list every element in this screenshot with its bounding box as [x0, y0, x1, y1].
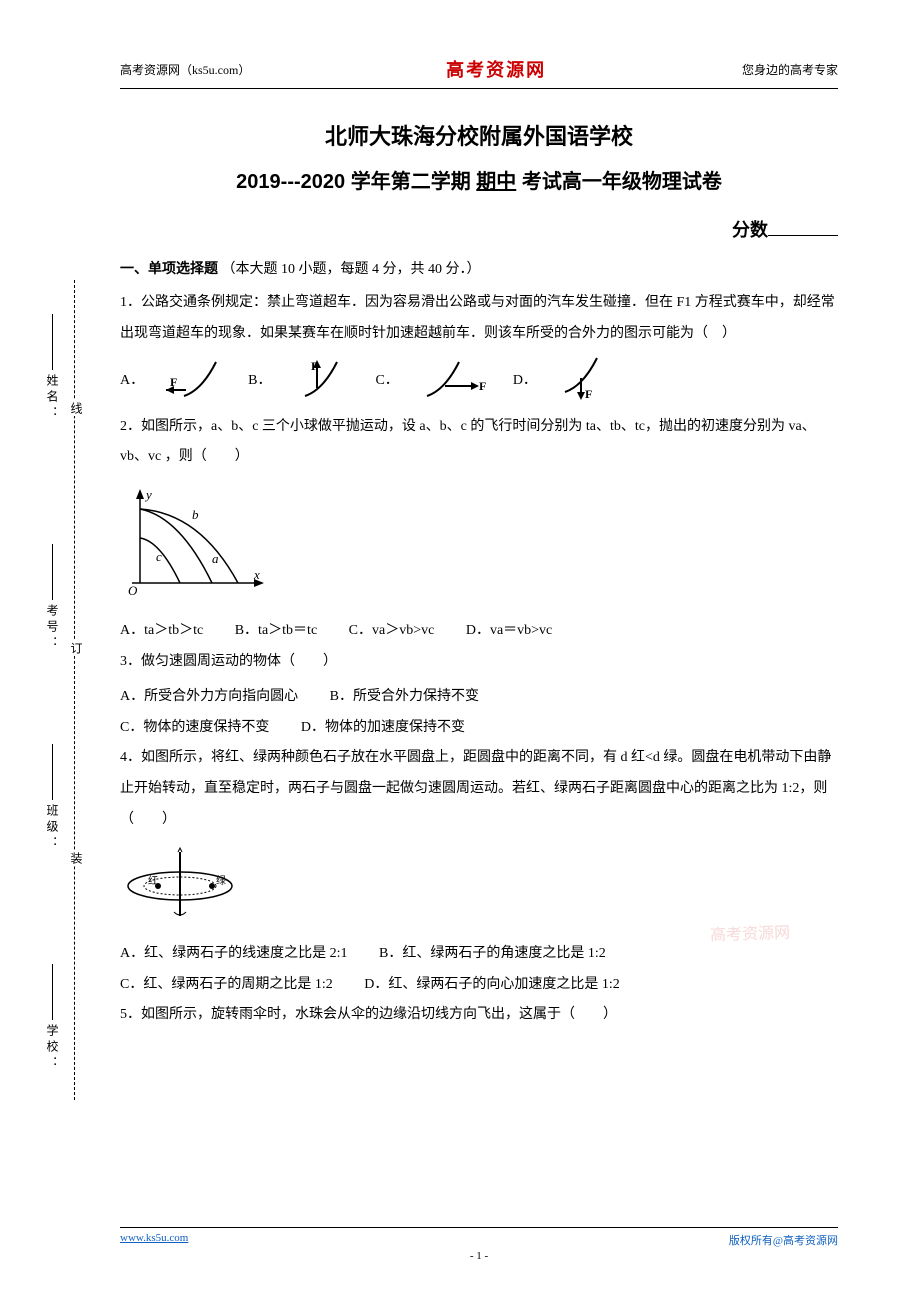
svg-text:a: a	[212, 551, 219, 566]
question-1: 1．公路交通条例规定：禁止弯道超车．因为容易滑出公路或与对面的汽车发生碰撞．但在…	[120, 288, 838, 350]
question-5: 5．如图所示，旋转雨伞时，水珠会从伞的边缘沿切线方向飞出，这属于（ ）	[120, 1000, 838, 1031]
binding-margin: 姓名： 考号： 班级： 学校： 线订装	[34, 280, 94, 1100]
footer-url: www.ks5u.com	[120, 1232, 188, 1248]
q1-diagram-b: F	[291, 356, 359, 402]
q3-options-1: A．所受合外力方向指向圆心 B．所受合外力保持不变	[120, 682, 838, 713]
q1-diagram-d: F	[557, 356, 625, 402]
exam-title: 2019---2020 学年第二学期 期中 考试高一年级物理试卷	[120, 165, 838, 194]
footer-copyright: 版权所有@高考资源网	[729, 1232, 838, 1248]
svg-text:F: F	[479, 379, 486, 393]
binding-knot: 装	[68, 850, 85, 866]
school-title: 北师大珠海分校附属外国语学校	[120, 119, 838, 151]
q1-options: A． F B． F C． F D． F	[120, 356, 838, 402]
page-footer: www.ks5u.com 版权所有@高考资源网 - 1 -	[120, 1227, 838, 1262]
binding-field: 考号：	[44, 540, 61, 652]
q1-diagram-a: F	[164, 356, 232, 402]
header-left: 高考资源网（ks5u.com）	[120, 61, 250, 78]
binding-field: 学校：	[44, 960, 61, 1072]
svg-text:红: 红	[148, 874, 158, 887]
binding-knot: 线	[68, 400, 85, 416]
header-rule	[120, 88, 838, 89]
q2-options: A．ta＞tb＞tc B．ta＞tb＝tc C．va＞vb>vc D．va＝vb…	[120, 616, 838, 647]
question-2: 2．如图所示，a、b、c 三个小球做平抛运动，设 a、b、c 的飞行时间分别为 …	[120, 412, 838, 474]
question-3: 3．做匀速圆周运动的物体（ ）	[120, 647, 838, 678]
header-right: 您身边的高考专家	[742, 61, 838, 78]
page-header: 高考资源网（ks5u.com） 高考资源网 您身边的高考专家	[120, 56, 838, 82]
q1-diagram-c: F	[419, 356, 497, 402]
question-4: 4．如图所示，将红、绿两种颜色石子放在水平圆盘上，距圆盘中的距离不同，有 d 红…	[120, 743, 838, 835]
binding-field: 班级：	[44, 740, 61, 852]
score-blank	[768, 220, 838, 236]
binding-knot: 订	[68, 640, 85, 656]
binding-field: 姓名：	[44, 310, 61, 422]
svg-text:F: F	[170, 375, 177, 389]
svg-text:绿: 绿	[216, 874, 226, 887]
q3-options-2: C．物体的速度保持不变 D．物体的加速度保持不变	[120, 713, 838, 744]
section-heading: 一、单项选择题 （本大题 10 小题，每题 4 分，共 40 分．）	[120, 258, 838, 278]
svg-text:c: c	[156, 549, 162, 564]
svg-text:x: x	[253, 567, 260, 582]
svg-text:F: F	[311, 359, 318, 373]
svg-text:y: y	[144, 487, 152, 502]
header-center-logo: 高考资源网	[446, 56, 546, 82]
q4-options-2: C．红、绿两石子的周期之比是 1:2 D．红、绿两石子的向心加速度之比是 1:2	[120, 970, 838, 1001]
watermark: 高考资源网	[710, 919, 791, 946]
q4-figure: 红 绿	[120, 846, 838, 929]
footer-rule	[120, 1227, 838, 1228]
svg-text:b: b	[192, 507, 199, 522]
svg-text:O: O	[128, 583, 138, 598]
svg-text:F: F	[585, 387, 592, 401]
page-number: - 1 -	[120, 1250, 838, 1262]
score-row: 分数	[120, 216, 838, 242]
q2-figure: y x O b a c	[120, 483, 838, 606]
